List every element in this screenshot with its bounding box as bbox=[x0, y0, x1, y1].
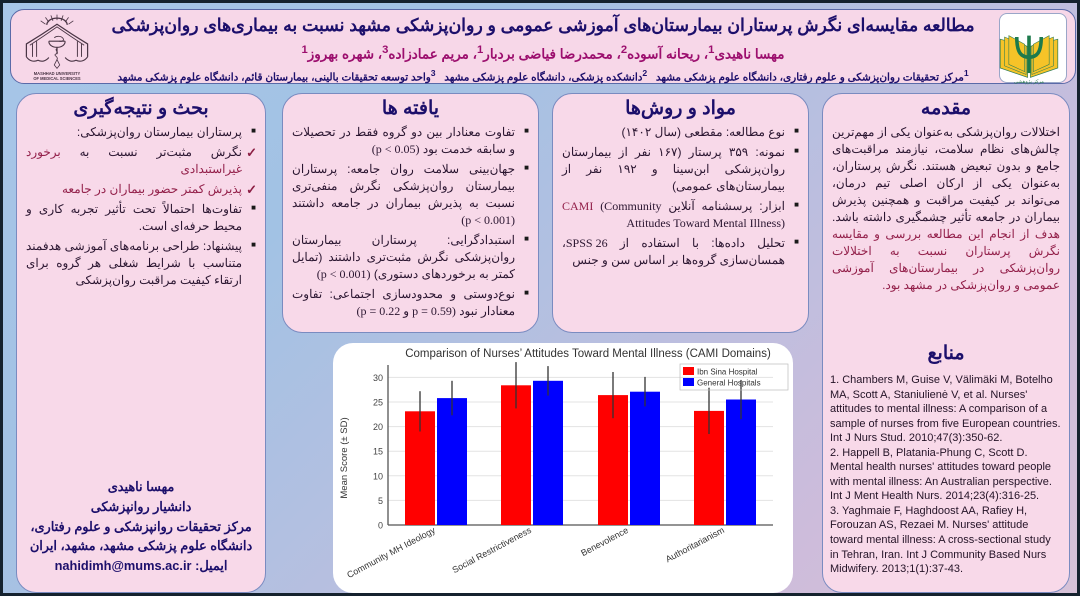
svg-text:Community MH Ideology: Community MH Ideology bbox=[345, 525, 437, 580]
svg-text:0: 0 bbox=[378, 521, 383, 531]
svg-text:Ibn Sina Hospital: Ibn Sina Hospital bbox=[697, 368, 758, 377]
svg-text:5: 5 bbox=[378, 496, 383, 506]
svg-text:OF MEDICAL SCIENCES: OF MEDICAL SCIENCES bbox=[33, 76, 81, 81]
svg-text:Social Restrictiveness: Social Restrictiveness bbox=[451, 525, 534, 575]
svg-text:Comparison of Nurses’ Attitude: Comparison of Nurses’ Attitudes Toward M… bbox=[405, 348, 771, 360]
svg-text:General Hospitals: General Hospitals bbox=[697, 379, 761, 388]
svg-text:25: 25 bbox=[373, 398, 383, 408]
svg-text:Authoritarianism: Authoritarianism bbox=[664, 525, 726, 564]
svg-text:15: 15 bbox=[373, 447, 383, 457]
svg-text:مرکز پژوهشی: مرکز پژوهشی bbox=[1014, 79, 1044, 85]
svg-text:Benevolence: Benevolence bbox=[579, 525, 630, 558]
svg-text:10: 10 bbox=[373, 471, 383, 481]
svg-text:20: 20 bbox=[373, 422, 383, 432]
svg-text:Mean Score (± SD): Mean Score (± SD) bbox=[339, 417, 350, 498]
svg-text:30: 30 bbox=[373, 373, 383, 383]
